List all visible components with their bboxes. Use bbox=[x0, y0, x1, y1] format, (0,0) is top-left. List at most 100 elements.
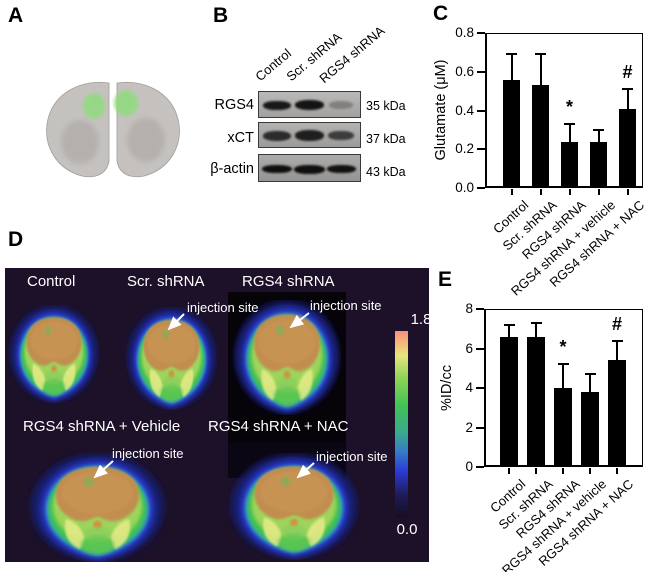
injection-site-label: injection site bbox=[187, 300, 259, 315]
bar bbox=[532, 85, 549, 188]
y-tick-label: 0.6 bbox=[455, 63, 474, 79]
error-bar-cap bbox=[503, 323, 515, 326]
y-tick-mark bbox=[476, 387, 484, 389]
bar bbox=[608, 360, 626, 467]
blot-weight-35kda: 35 kDa bbox=[366, 99, 406, 113]
blot-band bbox=[262, 165, 292, 173]
pet-head-scr-shrna bbox=[127, 308, 216, 407]
x-tick-mark bbox=[562, 468, 564, 474]
tissue-shading bbox=[61, 120, 99, 164]
y-tick-label: 6 bbox=[465, 340, 473, 356]
pet-head-control bbox=[10, 306, 98, 400]
blot-strip-rgs4 bbox=[258, 91, 361, 118]
x-tick-mark bbox=[535, 468, 537, 474]
glutamate-bar-chart: Glutamate (μM) 0.0 0.2 0.4 0.6 0.8 Control Scr… bbox=[425, 0, 647, 299]
pet-head-rgs4-vehicle bbox=[31, 454, 164, 560]
colorbar-max-label: 1.8 bbox=[410, 311, 429, 328]
blot-weight-37kda: 37 kDa bbox=[366, 132, 406, 146]
y-tick-label: 0.0 bbox=[455, 180, 474, 195]
error-bar-cap bbox=[611, 339, 623, 342]
y-tick-mark bbox=[477, 109, 485, 112]
pet-head-rgs4-shrna bbox=[234, 301, 339, 412]
bar bbox=[561, 141, 578, 188]
tissue-shading bbox=[127, 118, 165, 162]
blot-band bbox=[263, 101, 291, 110]
error-bar-cap bbox=[535, 53, 546, 56]
pet-label-rgs4-vehicle: RGS4 shRNA + Vehicle bbox=[23, 418, 181, 435]
y-tick-mark bbox=[477, 148, 485, 151]
error-bar bbox=[562, 364, 564, 392]
y-tick-label: 0.2 bbox=[455, 141, 474, 157]
pet-uptake-bar-chart: %ID/cc 0 2 4 6 8 Control Scr. shRNA RGS4 shRNA R… bbox=[425, 262, 647, 572]
error-bar-cap bbox=[622, 88, 633, 91]
y-tick-mark bbox=[477, 70, 485, 73]
x-tick-mark bbox=[510, 189, 513, 195]
bar bbox=[503, 79, 520, 188]
blot-strip-xct bbox=[258, 122, 361, 148]
error-bar bbox=[510, 54, 513, 84]
colorbar bbox=[395, 331, 408, 518]
injection-site-label: injection site bbox=[310, 298, 382, 313]
blot-band bbox=[294, 165, 325, 174]
gfp-signal-left bbox=[83, 93, 105, 119]
x-tick-mark bbox=[597, 189, 600, 195]
y-tick-label: 8 bbox=[465, 301, 473, 316]
y-tick-mark bbox=[476, 466, 484, 468]
y-tick-mark bbox=[477, 32, 485, 34]
brain-section-image bbox=[46, 81, 180, 178]
blot-protein-actin: β-actin bbox=[210, 161, 254, 177]
x-tick-mark bbox=[508, 468, 510, 474]
blot-protein-rgs4: RGS4 bbox=[214, 97, 255, 113]
pet-label-control: Control bbox=[27, 273, 76, 290]
injection-arrow-rgs4 bbox=[289, 312, 310, 329]
panel-c-label: C bbox=[433, 2, 449, 25]
significance-marker: # bbox=[622, 62, 633, 83]
y-tick-mark bbox=[476, 426, 484, 429]
pet-label-rgs4-nac: RGS4 shRNA + NAC bbox=[208, 418, 349, 435]
blot-weight-43kda: 43 kDa bbox=[366, 165, 406, 179]
bar bbox=[581, 391, 599, 467]
bar bbox=[527, 336, 545, 467]
error-bar bbox=[597, 129, 600, 146]
injection-arrow-scr bbox=[167, 313, 185, 331]
x-tick-mark bbox=[626, 189, 629, 195]
pet-image-panel: Control Scr. shRNA RGS4 shRNA RGS4 shRNA… bbox=[5, 268, 429, 562]
y-tick-mark bbox=[476, 308, 484, 310]
error-bar bbox=[626, 89, 629, 113]
error-bar-cap bbox=[506, 53, 517, 56]
blot-band bbox=[295, 100, 324, 110]
blot-protein-xct: xCT bbox=[227, 130, 254, 146]
y-tick-label: 0.4 bbox=[455, 102, 474, 118]
injection-arrow-vehicle bbox=[93, 460, 114, 479]
error-bar bbox=[589, 374, 591, 396]
pet-label-rgs4-shrna: RGS4 shRNA bbox=[242, 273, 335, 290]
injection-arrow-nac bbox=[296, 462, 315, 479]
y-tick-label: 0 bbox=[465, 459, 473, 474]
x-tick-mark bbox=[539, 189, 542, 195]
injection-site-label: injection site bbox=[112, 446, 184, 461]
panel-e-label: E bbox=[438, 268, 453, 291]
panel-a-label: A bbox=[8, 4, 24, 27]
injection-site-label: injection site bbox=[316, 449, 388, 464]
bar bbox=[554, 388, 572, 467]
gfp-signal-right bbox=[114, 90, 138, 116]
significance-marker: * bbox=[559, 337, 567, 358]
y-tick-mark bbox=[476, 347, 484, 350]
pet-images bbox=[5, 292, 429, 562]
error-bar bbox=[539, 54, 542, 90]
panel-b-label: B bbox=[213, 4, 229, 27]
error-bar bbox=[568, 124, 571, 146]
y-tick-mark bbox=[477, 187, 485, 189]
blot-band bbox=[327, 165, 356, 173]
y-tick-label: 2 bbox=[465, 419, 473, 435]
y-tick-label: 0.8 bbox=[455, 25, 474, 40]
blot-band-faint bbox=[329, 101, 353, 109]
error-bar bbox=[535, 322, 537, 341]
bar bbox=[500, 336, 518, 467]
pet-label-scr-shrna: Scr. shRNA bbox=[127, 273, 205, 290]
blot-band bbox=[295, 130, 324, 141]
blot-band bbox=[263, 131, 291, 141]
x-tick-mark bbox=[568, 189, 571, 195]
significance-marker: # bbox=[611, 313, 622, 334]
